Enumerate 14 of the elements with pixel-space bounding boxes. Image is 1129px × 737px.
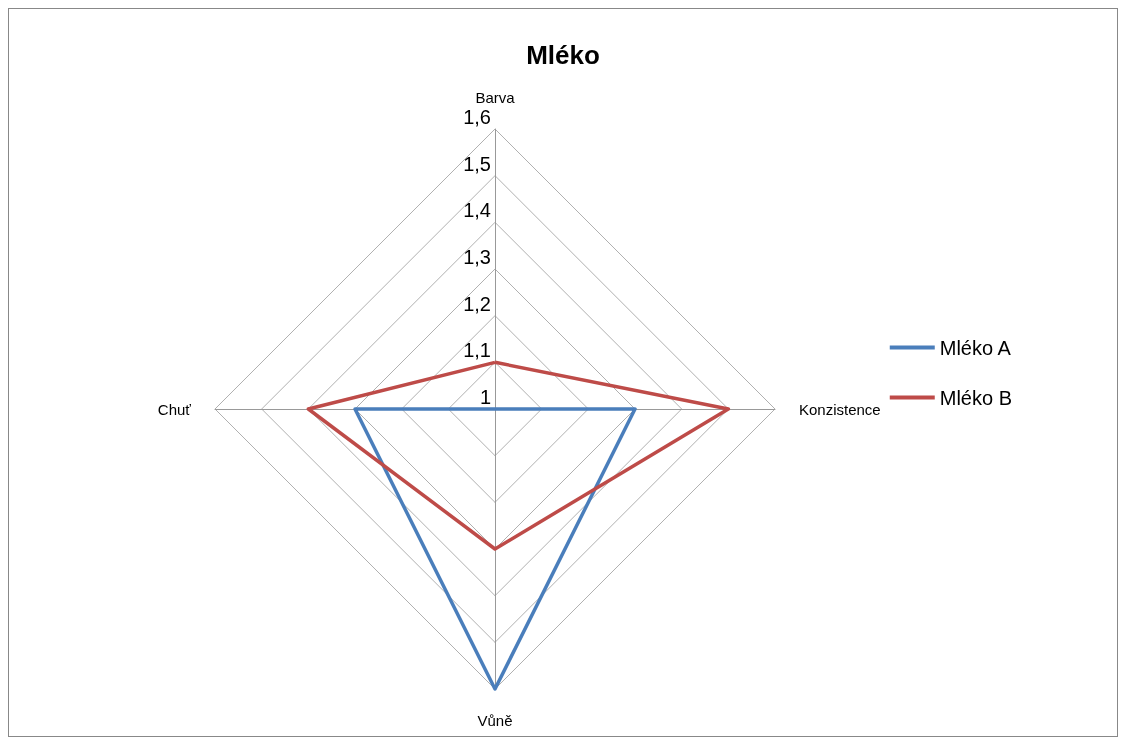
y-tick-label: 1,2: [463, 292, 491, 315]
y-tick-label: 1,5: [463, 152, 491, 175]
y-tick-label: 1,1: [463, 339, 491, 362]
y-tick-label: 1: [479, 386, 491, 408]
chart-title: Mléko: [526, 40, 600, 70]
spoke-label: Chuť: [157, 400, 192, 418]
spoke-label: Barva: [475, 89, 516, 106]
spoke-label: Vůně: [477, 712, 513, 729]
y-tick-label: 1,4: [463, 199, 491, 222]
y-tick-label: 1,6: [463, 106, 491, 128]
legend-label: Mléko B: [939, 386, 1012, 409]
legend-label: Mléko A: [939, 336, 1012, 359]
y-tick-label: 1,3: [463, 246, 491, 268]
spoke-label: Konzistence: [799, 400, 881, 418]
